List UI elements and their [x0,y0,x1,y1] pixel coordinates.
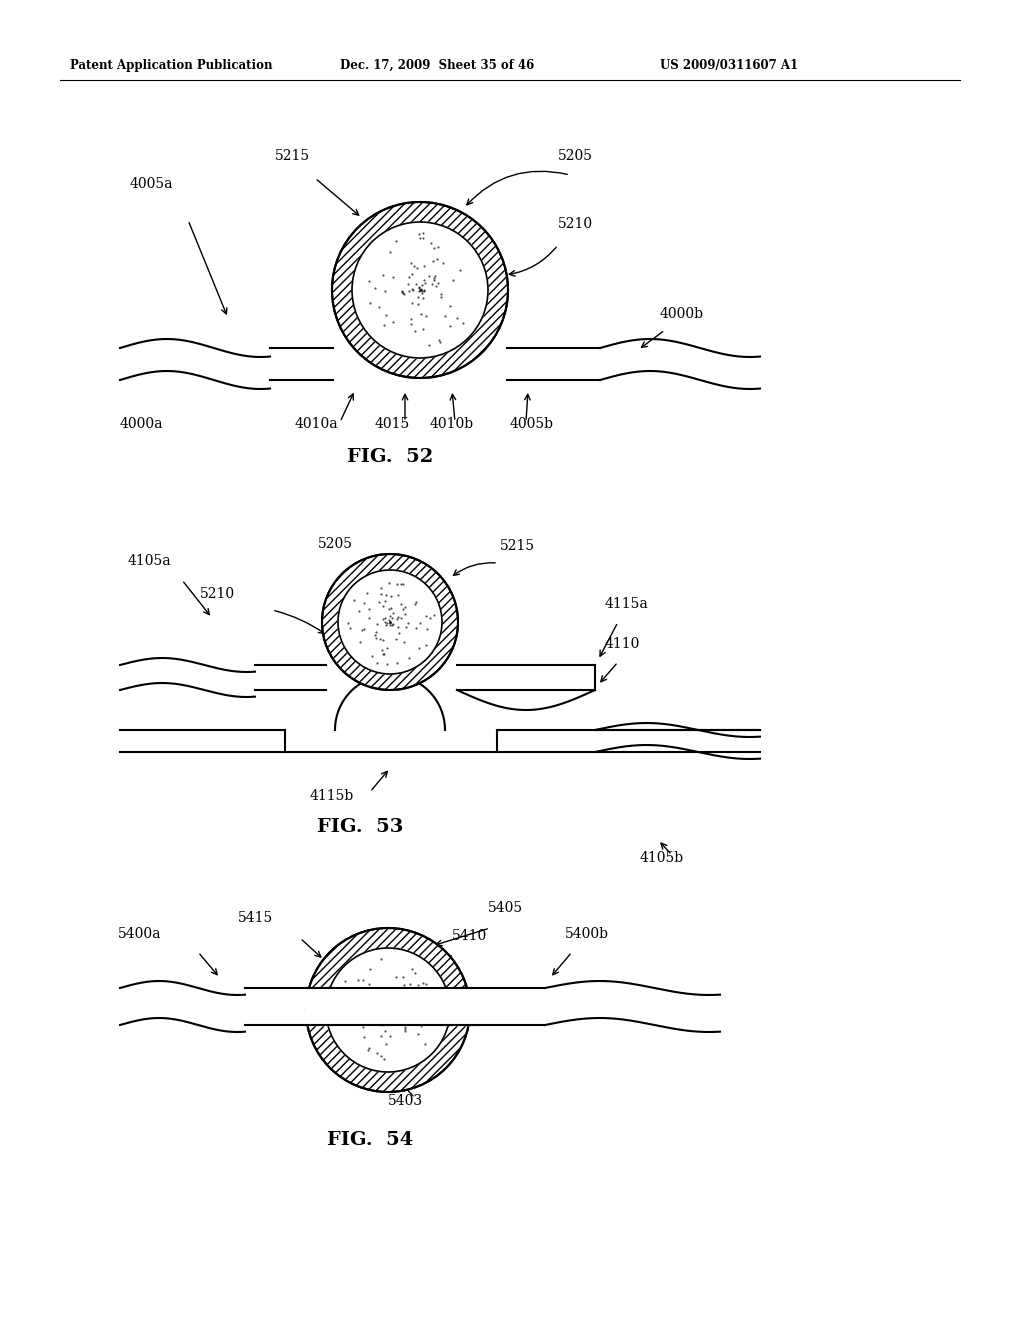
Circle shape [322,554,458,690]
Text: 5405: 5405 [488,902,523,915]
Circle shape [322,554,458,690]
Text: 5403: 5403 [388,1094,423,1107]
Text: 5210: 5210 [200,587,236,601]
Text: 4115a: 4115a [605,597,649,611]
Text: 5210: 5210 [558,216,593,231]
Text: 5410: 5410 [452,929,487,942]
Text: 5215: 5215 [500,539,536,553]
Text: 5415: 5415 [238,911,273,925]
Text: 4000b: 4000b [660,308,705,321]
Text: 5205: 5205 [318,537,353,550]
Text: 4005b: 4005b [510,417,554,432]
Text: 4010a: 4010a [295,417,339,432]
Circle shape [338,570,442,675]
Text: 5205: 5205 [558,149,593,162]
Text: FIG.  52: FIG. 52 [347,447,433,466]
Text: 5400b: 5400b [565,927,609,941]
Circle shape [306,928,470,1092]
Text: 4105a: 4105a [128,554,172,568]
Text: 4015: 4015 [375,417,411,432]
Circle shape [326,948,450,1072]
Text: 5215: 5215 [275,149,310,162]
Text: FIG.  53: FIG. 53 [316,818,403,836]
Text: 4105b: 4105b [640,851,684,865]
Text: FIG.  54: FIG. 54 [327,1131,413,1148]
Text: 4110: 4110 [605,638,640,651]
Text: US 2009/0311607 A1: US 2009/0311607 A1 [660,58,798,71]
Circle shape [306,928,470,1092]
Text: 4115b: 4115b [310,789,354,803]
Text: 4005a: 4005a [130,177,173,191]
Text: Dec. 17, 2009  Sheet 35 of 46: Dec. 17, 2009 Sheet 35 of 46 [340,58,535,71]
Bar [305,987,472,1026]
Text: Patent Application Publication: Patent Application Publication [70,58,272,71]
Circle shape [332,202,508,378]
Text: 4000a: 4000a [120,417,164,432]
Text: 5400a: 5400a [118,927,162,941]
Text: 4010b: 4010b [430,417,474,432]
Circle shape [332,202,508,378]
Circle shape [352,222,488,358]
